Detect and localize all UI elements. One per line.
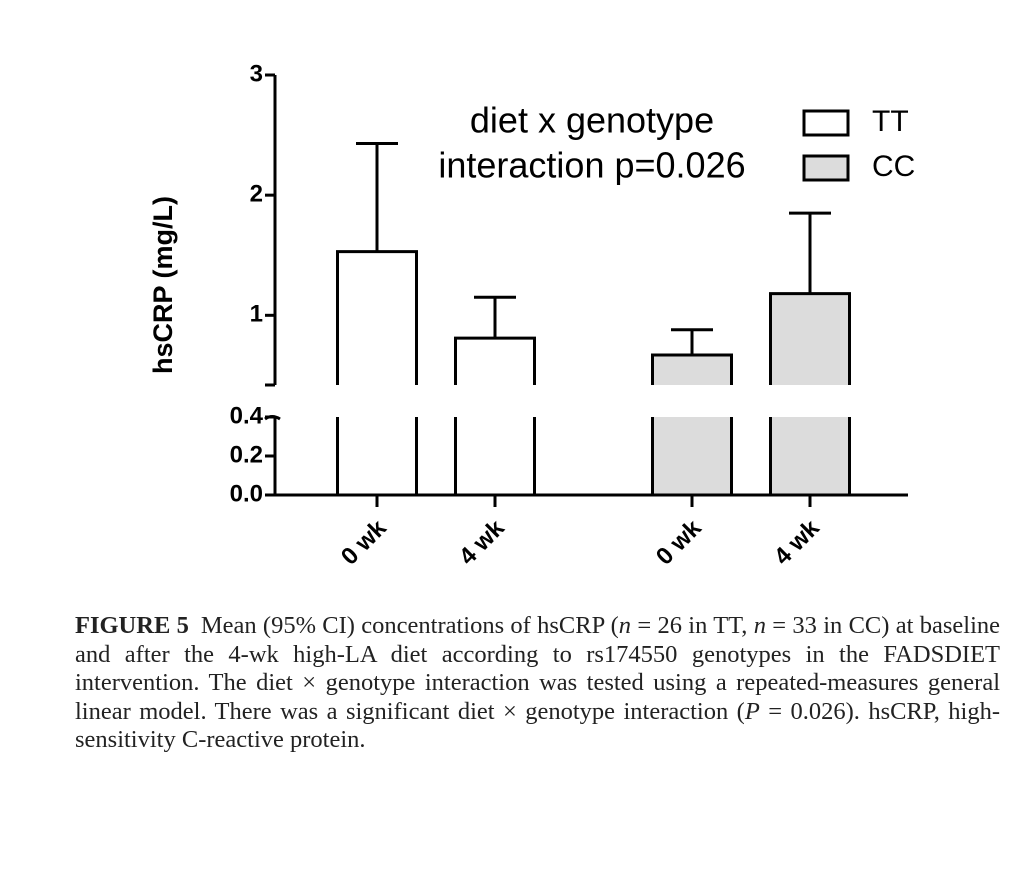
bar — [454, 336, 536, 385]
x-tick-label: 0 wk — [336, 514, 392, 570]
caption-text: = 33 in CC) at baseline and after the 4-… — [75, 612, 1000, 725]
bar — [651, 353, 733, 385]
legend-swatch — [802, 154, 850, 182]
legend-label: CC — [872, 150, 915, 183]
caption-text: P — [744, 697, 760, 725]
annotation: interaction p=0.026 — [438, 145, 745, 186]
y-axis-label: hsCRP (mg/L) — [148, 196, 178, 374]
y-tick-label: 1 — [250, 301, 263, 328]
bar — [336, 417, 418, 497]
x-tick-label: 0 wk — [651, 514, 707, 570]
legend-label: TT — [872, 105, 909, 138]
bar — [769, 292, 851, 385]
caption-text: n — [753, 612, 766, 639]
x-tick-label: 4 wk — [769, 514, 825, 570]
y-tick-label: 0.4 — [230, 402, 264, 429]
caption-text: = 0.026). hsCRP, high-sensitivity C-reac… — [75, 697, 1000, 754]
caption-text: = 26 in TT, — [631, 612, 754, 639]
y-tick-label: 3 — [250, 60, 263, 87]
bar — [454, 417, 536, 497]
caption: FIGURE 5 Mean (95% CI) concentrations of … — [75, 612, 1000, 755]
caption-text: n — [618, 612, 632, 639]
y-tick-label: 0.2 — [230, 441, 263, 468]
bar — [336, 250, 418, 385]
bar — [651, 417, 733, 497]
annotation: diet x genotype — [470, 100, 714, 141]
chart: hsCRP (mg/L) diet x genotype interaction… — [148, 60, 915, 570]
y-tick-label: 2 — [250, 180, 263, 207]
legend-swatch — [802, 109, 850, 137]
bar — [769, 417, 851, 497]
y-tick-label: 0.0 — [230, 480, 263, 507]
caption-text: Mean (95% CI) concentrations of hsCRP ( — [200, 612, 619, 639]
x-tick-label: 4 wk — [454, 514, 510, 570]
caption-text: FIGURE 5 — [75, 612, 189, 639]
